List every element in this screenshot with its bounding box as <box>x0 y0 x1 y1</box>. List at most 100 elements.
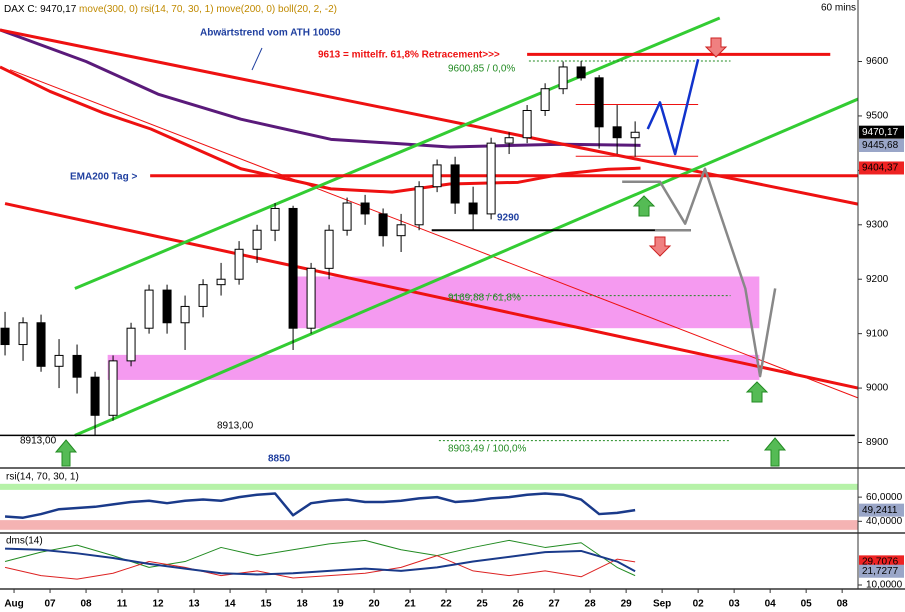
timeframe: 60 mins <box>821 3 856 14</box>
arrows <box>54 37 787 467</box>
x-tick-label: 08 <box>837 599 849 610</box>
candle-body <box>414 186 424 226</box>
y-tick-label: 9300 <box>866 219 889 230</box>
candle-body <box>504 137 514 144</box>
x-tick-label: 18 <box>297 599 309 610</box>
line <box>74 97 859 437</box>
y-tick-label: 8900 <box>866 437 889 448</box>
down-arrow <box>648 236 672 257</box>
candle-body <box>540 88 550 111</box>
candle-body <box>558 66 568 90</box>
candle-body <box>432 164 442 188</box>
line <box>0 28 641 149</box>
price-label-box <box>859 503 904 517</box>
x-tick-label: 11 <box>117 599 128 610</box>
x-tick-label: 26 <box>513 599 525 610</box>
up-arrow <box>54 439 78 467</box>
x-tick-label: 22 <box>441 599 453 610</box>
candle-body <box>36 322 46 367</box>
annotation: Abwärtstrend vom ATH 10050 <box>200 28 341 39</box>
candle-body <box>270 207 280 231</box>
line <box>0 65 641 194</box>
candle-body <box>162 289 172 324</box>
x-tick-label: Aug <box>4 599 23 610</box>
candle-body <box>378 213 388 237</box>
x-tick-label: Sep <box>653 599 671 610</box>
candle-body <box>72 354 82 378</box>
y-tick-label: 10,0000 <box>866 580 903 591</box>
down-arrow <box>704 37 728 58</box>
x-tick-label: 12 <box>152 599 164 610</box>
price-label: 29,7076 <box>862 557 899 568</box>
panel-title: dms(14) <box>6 536 43 547</box>
x-tick-label: 19 <box>333 599 345 610</box>
x-tick-label: 29 <box>621 599 633 610</box>
y-tick-label: 9600 <box>866 56 889 67</box>
price-label: 9445,68 <box>862 140 899 151</box>
y-tick-label: 60,0000 <box>866 492 903 503</box>
y-tick-label: 9100 <box>866 328 889 339</box>
y-tick-label: 9500 <box>866 111 889 122</box>
candle-body <box>180 305 190 324</box>
x-tick-label: 03 <box>729 599 741 610</box>
candle-body <box>576 66 586 79</box>
header-symbol: DAX C: 9470,17 <box>4 4 77 15</box>
header-study: rsi(14, 70, 30, 1) <box>141 4 214 15</box>
x-tick-label: 15 <box>261 599 273 610</box>
line <box>646 59 700 156</box>
candle-body <box>198 284 208 307</box>
y-tick-label: 40,0000 <box>866 516 903 527</box>
price-label: 9404,37 <box>862 163 899 174</box>
candle-body <box>486 142 496 215</box>
x-tick-label: 07 <box>44 599 56 610</box>
x-tick-label: 13 <box>189 599 201 610</box>
header-study: move(300, 0) <box>79 4 138 15</box>
candle-body <box>612 126 622 139</box>
price-label: 9470,17 <box>862 127 899 138</box>
candle-body <box>144 289 154 329</box>
candle-body <box>252 229 262 250</box>
candle-body <box>18 322 28 346</box>
header: DAX C: 9470,17 move(300, 0) rsi(14, 70, … <box>4 4 337 15</box>
up-arrow <box>632 195 656 217</box>
up-arrow <box>763 437 787 467</box>
x-tick-label: 28 <box>585 599 597 610</box>
annotation: 8913,00 <box>217 421 254 432</box>
annotation: 9613 = mittelfr. 61,8% Retracement>>> <box>318 50 500 61</box>
price-label: 21,7277 <box>862 566 899 577</box>
price-label-box <box>859 564 904 578</box>
candle-body <box>468 202 478 215</box>
candle-body <box>216 278 226 286</box>
annotation: 8903,49 / 100,0% <box>448 444 527 455</box>
annotation: 9290 <box>497 213 520 224</box>
annotation: 9600,85 / 0,0% <box>448 64 515 75</box>
candle-body <box>324 229 334 269</box>
y-tick-label: 9200 <box>866 274 889 285</box>
pointer <box>251 47 263 71</box>
band <box>0 520 858 530</box>
line <box>622 167 777 378</box>
candle-body <box>630 131 640 139</box>
candle-body <box>522 109 532 139</box>
candle-body <box>594 77 604 128</box>
candle-body <box>342 202 352 231</box>
x-tick-label: 02 <box>693 599 705 610</box>
candle-body <box>396 224 406 237</box>
annotation: EMA200 Tag > <box>70 172 137 183</box>
price-label-box <box>859 138 904 152</box>
price-label: 49,2411 <box>862 505 898 516</box>
line <box>9 69 859 399</box>
band <box>0 483 858 490</box>
panel-title: rsi(14, 70, 30, 1) <box>6 472 79 483</box>
x-tick-label: 05 <box>801 599 813 610</box>
candle-body <box>288 207 298 329</box>
line <box>4 539 636 577</box>
line <box>4 202 859 390</box>
annotation: 9169,88 / 61,8% <box>448 293 521 304</box>
y-tick-label: 9000 <box>866 383 889 394</box>
candle-body <box>108 360 118 416</box>
candle-body <box>0 327 10 346</box>
price-label-box <box>859 125 904 139</box>
line <box>5 547 636 576</box>
